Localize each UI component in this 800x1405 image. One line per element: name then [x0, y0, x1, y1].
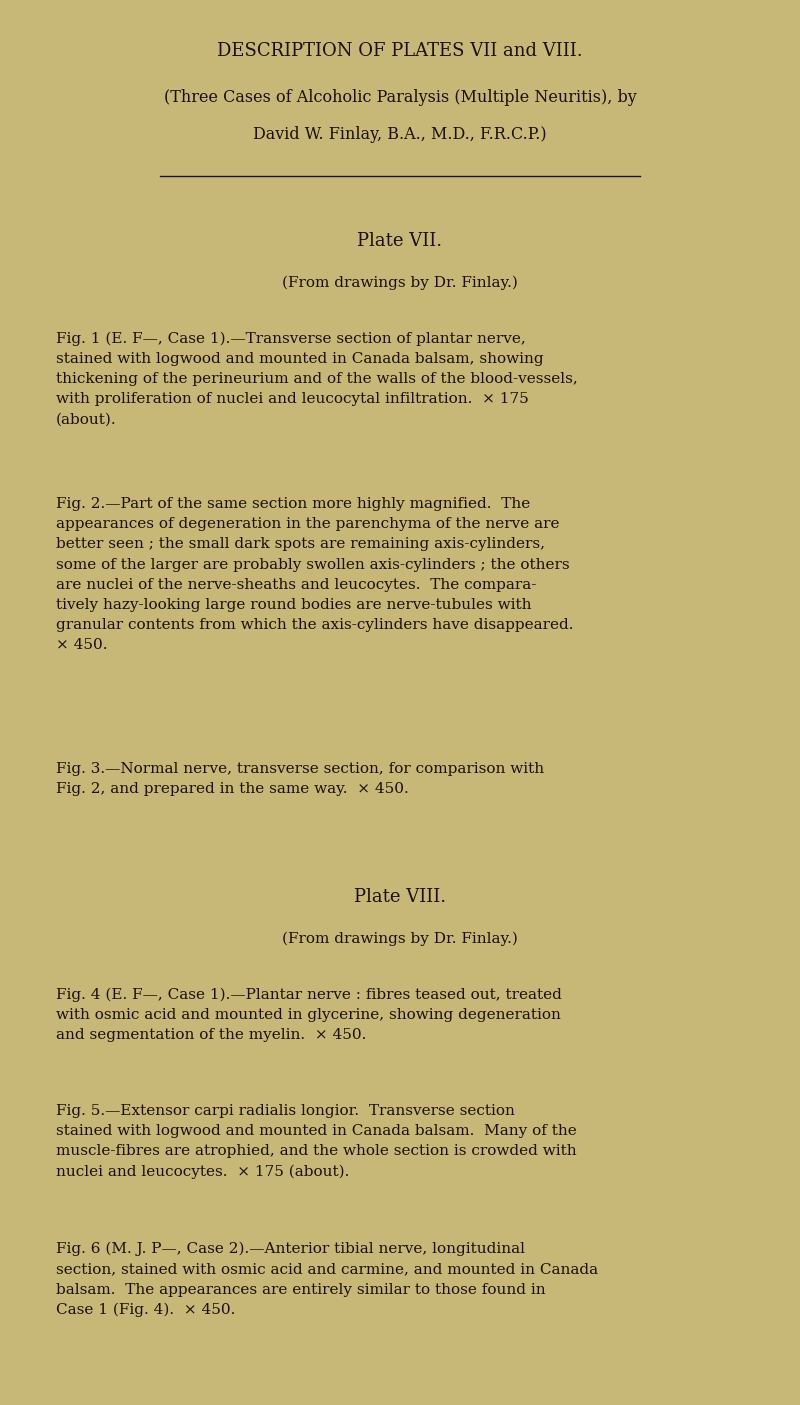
Text: Plate VII.: Plate VII.: [358, 232, 442, 250]
Text: Fig. 5.—Extensor carpi radialis longior.  Transverse section
stained with logwoo: Fig. 5.—Extensor carpi radialis longior.…: [56, 1104, 577, 1179]
Text: DESCRIPTION OF PLATES VII and VIII.: DESCRIPTION OF PLATES VII and VIII.: [217, 42, 583, 60]
Text: (From drawings by Dr. Finlay.): (From drawings by Dr. Finlay.): [282, 932, 518, 946]
Text: David W. Finlay, B.A., M.D., F.R.C.P.): David W. Finlay, B.A., M.D., F.R.C.P.): [253, 126, 547, 143]
Text: Fig. 3.—Normal nerve, transverse section, for comparison with
Fig. 2, and prepar: Fig. 3.—Normal nerve, transverse section…: [56, 762, 544, 795]
Text: Fig. 6 (M. J. P—, Case 2).—Anterior tibial nerve, longitudinal
section, stained : Fig. 6 (M. J. P—, Case 2).—Anterior tibi…: [56, 1242, 598, 1316]
Text: Fig. 4 (E. F—, Case 1).—Plantar nerve : fibres teased out, treated
with osmic ac: Fig. 4 (E. F—, Case 1).—Plantar nerve : …: [56, 988, 562, 1043]
Text: Fig. 2.—Part of the same section more highly magnified.  The
appearances of dege: Fig. 2.—Part of the same section more hi…: [56, 497, 574, 652]
Text: (Three Cases of Alcoholic Paralysis (Multiple Neuritis), by: (Three Cases of Alcoholic Paralysis (Mul…: [164, 89, 636, 105]
Text: Fig. 1 (E. F—, Case 1).—Transverse section of plantar nerve,
stained with logwoo: Fig. 1 (E. F—, Case 1).—Transverse secti…: [56, 332, 578, 426]
Text: (From drawings by Dr. Finlay.): (From drawings by Dr. Finlay.): [282, 275, 518, 289]
Text: Plate VIII.: Plate VIII.: [354, 888, 446, 906]
